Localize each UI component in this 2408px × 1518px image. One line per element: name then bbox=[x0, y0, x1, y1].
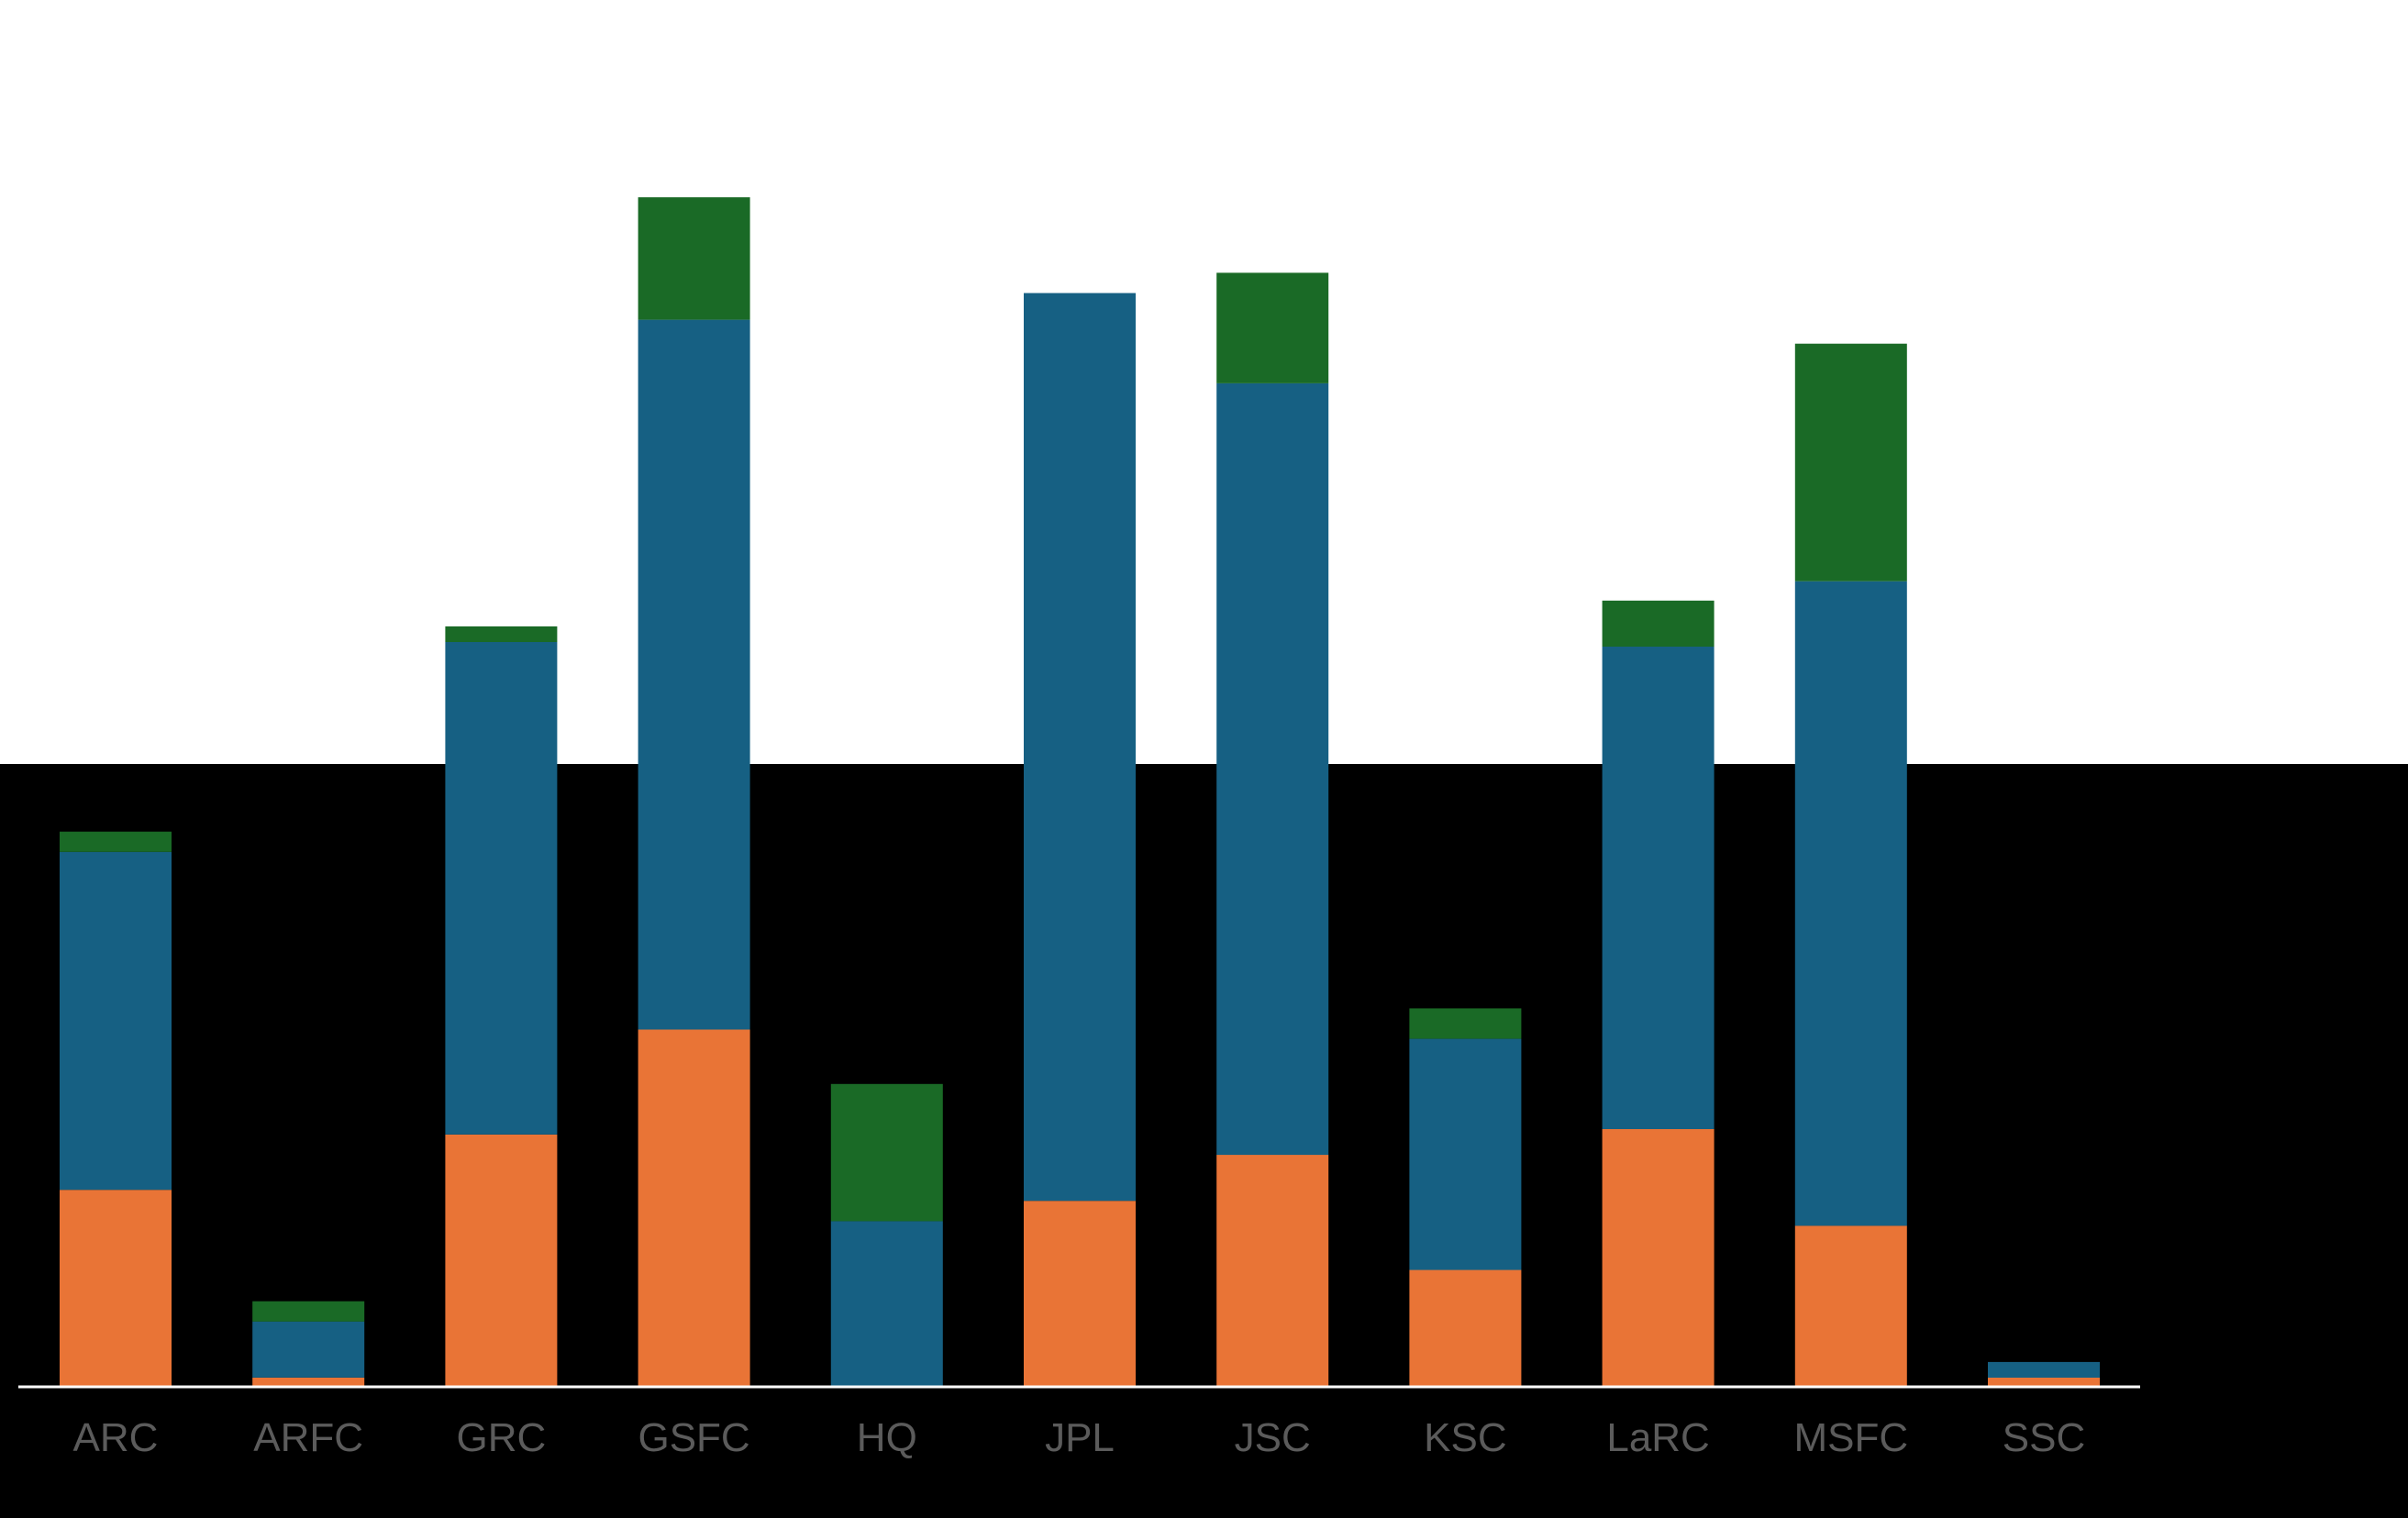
bar-segment-ksc-3 bbox=[1409, 1008, 1522, 1039]
x-tick-label-ksc: KSC bbox=[1424, 1415, 1506, 1460]
bar-segment-jpl-1 bbox=[1024, 1201, 1136, 1386]
bar-segment-ssc-2 bbox=[1988, 1361, 2100, 1378]
bar-group bbox=[60, 197, 2100, 1386]
x-tick-label-arfc: ARFC bbox=[253, 1415, 363, 1460]
x-tick-labels: ARC ARFC GRC GSFC HQ JPL JSC KSC LaRC MSFC SSC bbox=[73, 1415, 2086, 1460]
bar-segment-larc-2 bbox=[1602, 647, 1714, 1129]
bar-segment-ssc-1 bbox=[1988, 1378, 2100, 1386]
x-tick-label-gsfc: GSFC bbox=[638, 1415, 749, 1460]
bar-segment-msfc-2 bbox=[1794, 581, 1907, 1226]
x-tick-label-arc: ARC bbox=[73, 1415, 159, 1460]
bar-segment-arc-3 bbox=[60, 831, 172, 852]
x-tick-label-hq: HQ bbox=[857, 1415, 917, 1460]
bar-segment-arfc-2 bbox=[252, 1321, 365, 1378]
bar-segment-gsfc-3 bbox=[638, 197, 750, 320]
bar-segment-hq-2 bbox=[830, 1221, 943, 1386]
bar-segment-arc-1 bbox=[60, 1190, 172, 1386]
bar-segment-grc-1 bbox=[445, 1135, 558, 1386]
bar-segment-jsc-3 bbox=[1216, 272, 1329, 383]
bar-segment-grc-2 bbox=[445, 641, 558, 1135]
background-bottom-panel bbox=[0, 764, 2408, 1518]
bar-segment-msfc-3 bbox=[1794, 343, 1907, 582]
x-tick-label-jpl: JPL bbox=[1045, 1415, 1115, 1460]
bar-segment-arfc-1 bbox=[252, 1378, 365, 1386]
bar-segment-jsc-1 bbox=[1216, 1155, 1329, 1386]
bar-segment-larc-3 bbox=[1602, 600, 1714, 647]
bar-segment-larc-1 bbox=[1602, 1128, 1714, 1386]
bar-segment-arc-2 bbox=[60, 851, 172, 1191]
x-tick-label-larc: LaRC bbox=[1606, 1415, 1710, 1460]
bar-segment-gsfc-1 bbox=[638, 1029, 750, 1386]
bar-segment-jpl-2 bbox=[1024, 293, 1136, 1202]
bar-segment-gsfc-2 bbox=[638, 319, 750, 1030]
x-tick-label-ssc: SSC bbox=[2003, 1415, 2085, 1460]
x-tick-label-grc: GRC bbox=[457, 1415, 547, 1460]
x-tick-label-msfc: MSFC bbox=[1793, 1415, 1908, 1460]
bar-segment-ksc-1 bbox=[1409, 1269, 1522, 1386]
background-top-panel bbox=[0, 0, 2408, 764]
bar-segment-msfc-1 bbox=[1794, 1225, 1907, 1386]
bar-segment-ksc-2 bbox=[1409, 1038, 1522, 1270]
bar-segment-grc-3 bbox=[445, 626, 558, 642]
bar-segment-jsc-2 bbox=[1216, 382, 1329, 1156]
bar-segment-arfc-3 bbox=[252, 1301, 365, 1322]
bar-segment-hq-3 bbox=[830, 1083, 943, 1222]
x-tick-label-jsc: JSC bbox=[1235, 1415, 1311, 1460]
